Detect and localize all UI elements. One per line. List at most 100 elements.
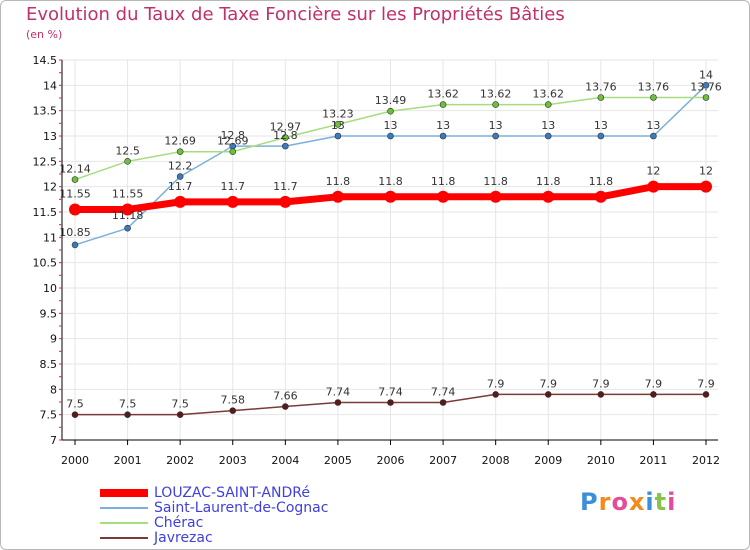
data-point-louzac xyxy=(226,195,239,208)
x-tick-label: 2002 xyxy=(166,454,194,467)
y-tick-label: 11.5 xyxy=(33,206,58,219)
y-tick-label: 10 xyxy=(43,282,57,295)
data-point-javrezac xyxy=(229,407,237,414)
data-label-saint-laurent: 12.8 xyxy=(273,129,298,142)
data-label-javrezac: 7.5 xyxy=(171,398,189,411)
data-point-louzac xyxy=(174,195,187,208)
legend-label-javrezac: Javrezac xyxy=(154,530,213,546)
x-tick-label: 2004 xyxy=(271,454,299,467)
data-point-louzac xyxy=(647,180,660,193)
data-label-louzac: 11.8 xyxy=(589,175,614,188)
axes: 77.588.599.51010.51111.51212.51313.51414… xyxy=(33,54,721,467)
data-label-cherac: 13.49 xyxy=(375,94,407,107)
data-label-louzac: 11.8 xyxy=(483,175,508,188)
data-point-javrezac xyxy=(544,391,552,398)
x-tick-label: 2011 xyxy=(639,454,667,467)
data-point-cherac xyxy=(597,94,605,101)
y-tick-label: 7.5 xyxy=(40,409,58,422)
data-label-saint-laurent: 10.85 xyxy=(59,226,91,239)
data-label-javrezac: 7.9 xyxy=(697,377,715,390)
data-point-cherac xyxy=(176,148,184,156)
data-point-louzac xyxy=(542,190,555,203)
series-saint-laurent xyxy=(71,82,710,249)
x-tick-label: 2006 xyxy=(377,454,405,467)
data-point-javrezac xyxy=(282,403,289,410)
data-label-louzac: 11.7 xyxy=(221,180,246,193)
data-label-louzac: 11.7 xyxy=(168,180,193,193)
data-label-javrezac: 7.74 xyxy=(431,386,456,399)
data-label-saint-laurent: 13 xyxy=(489,119,503,132)
data-label-cherac: 13.76 xyxy=(690,80,722,93)
data-point-louzac xyxy=(700,180,712,193)
data-point-saint-laurent xyxy=(176,173,184,180)
data-label-saint-laurent: 13 xyxy=(646,119,660,132)
legend-item-cherac: Chérac xyxy=(100,515,203,531)
data-point-louzac xyxy=(437,190,450,203)
data-label-cherac: 13.76 xyxy=(585,80,617,93)
data-label-javrezac: 7.74 xyxy=(326,386,351,399)
logo-letter: i xyxy=(645,488,655,516)
data-point-cherac xyxy=(544,101,552,108)
legend-item-javrezac: Javrezac xyxy=(100,530,213,546)
data-point-cherac xyxy=(334,121,342,128)
series-layer xyxy=(69,82,712,418)
data-point-javrezac xyxy=(702,391,710,398)
data-label-javrezac: 7.66 xyxy=(273,390,298,403)
data-point-cherac xyxy=(492,101,499,108)
logo-letter: t xyxy=(654,488,668,516)
y-tick-label: 13.5 xyxy=(33,105,58,118)
legend-label-louzac: LOUZAC-SAINT-ANDRé xyxy=(154,485,310,501)
data-label-louzac: 11.55 xyxy=(59,187,91,200)
data-label-cherac: 12.97 xyxy=(270,121,302,134)
data-label-cherac: 12.69 xyxy=(217,135,249,148)
data-point-javrezac xyxy=(492,391,499,398)
legend-label-saint-laurent: Saint-Laurent-de-Cognac xyxy=(154,500,329,516)
data-point-saint-laurent xyxy=(282,142,289,150)
data-point-louzac xyxy=(69,203,81,216)
data-point-cherac xyxy=(387,107,394,115)
data-point-javrezac xyxy=(597,391,605,398)
series-louzac xyxy=(69,180,712,216)
y-tick-label: 12.5 xyxy=(33,155,58,168)
legend-label-cherac: Chérac xyxy=(154,515,204,531)
data-point-louzac xyxy=(279,195,292,208)
data-label-javrezac: 7.9 xyxy=(592,377,610,390)
chart-title: Evolution du Taux de Taxe Foncière sur l… xyxy=(26,4,565,25)
y-tick-label: 13 xyxy=(43,130,57,143)
data-point-saint-laurent xyxy=(544,132,552,140)
data-label-javrezac: 7.74 xyxy=(378,386,403,399)
data-label-javrezac: 7.58 xyxy=(221,394,246,407)
data-point-cherac xyxy=(282,134,289,141)
data-point-saint-laurent xyxy=(492,132,499,140)
data-point-saint-laurent xyxy=(387,132,394,140)
data-point-cherac xyxy=(71,176,79,183)
data-label-javrezac: 7.9 xyxy=(540,377,558,390)
data-label-louzac: 11.55 xyxy=(112,187,144,200)
data-label-saint-laurent: 13 xyxy=(436,119,450,132)
data-labels: 11.55 11.55 11.7 11.7 11.7 11.8 11.8 11.8 11.8 11… xyxy=(59,68,722,410)
data-point-javrezac xyxy=(71,411,79,418)
x-tick-label: 2009 xyxy=(534,454,562,467)
x-tick-label: 2012 xyxy=(692,454,720,467)
data-point-saint-laurent xyxy=(334,132,342,140)
legend-item-saint-laurent: Saint-Laurent-de-Cognac xyxy=(100,500,328,516)
data-label-louzac: 12 xyxy=(646,165,660,178)
data-label-cherac: 12.5 xyxy=(115,144,140,157)
data-label-cherac: 13.62 xyxy=(480,88,512,101)
data-point-javrezac xyxy=(387,399,394,406)
data-label-louzac: 11.8 xyxy=(431,175,456,188)
data-point-javrezac xyxy=(439,399,447,406)
data-label-louzac: 11.8 xyxy=(378,175,403,188)
y-tick-label: 10.5 xyxy=(33,257,58,270)
legend-swatch-saint-laurent xyxy=(100,507,148,509)
data-label-javrezac: 7.5 xyxy=(66,398,84,411)
x-tick-label: 2007 xyxy=(429,454,457,467)
data-point-cherac xyxy=(702,94,710,101)
data-label-cherac: 12.14 xyxy=(59,163,91,176)
y-tick-label: 12 xyxy=(43,181,57,194)
data-label-javrezac: 7.9 xyxy=(645,377,663,390)
data-point-cherac xyxy=(650,94,657,101)
logo-letter: o xyxy=(611,488,629,516)
